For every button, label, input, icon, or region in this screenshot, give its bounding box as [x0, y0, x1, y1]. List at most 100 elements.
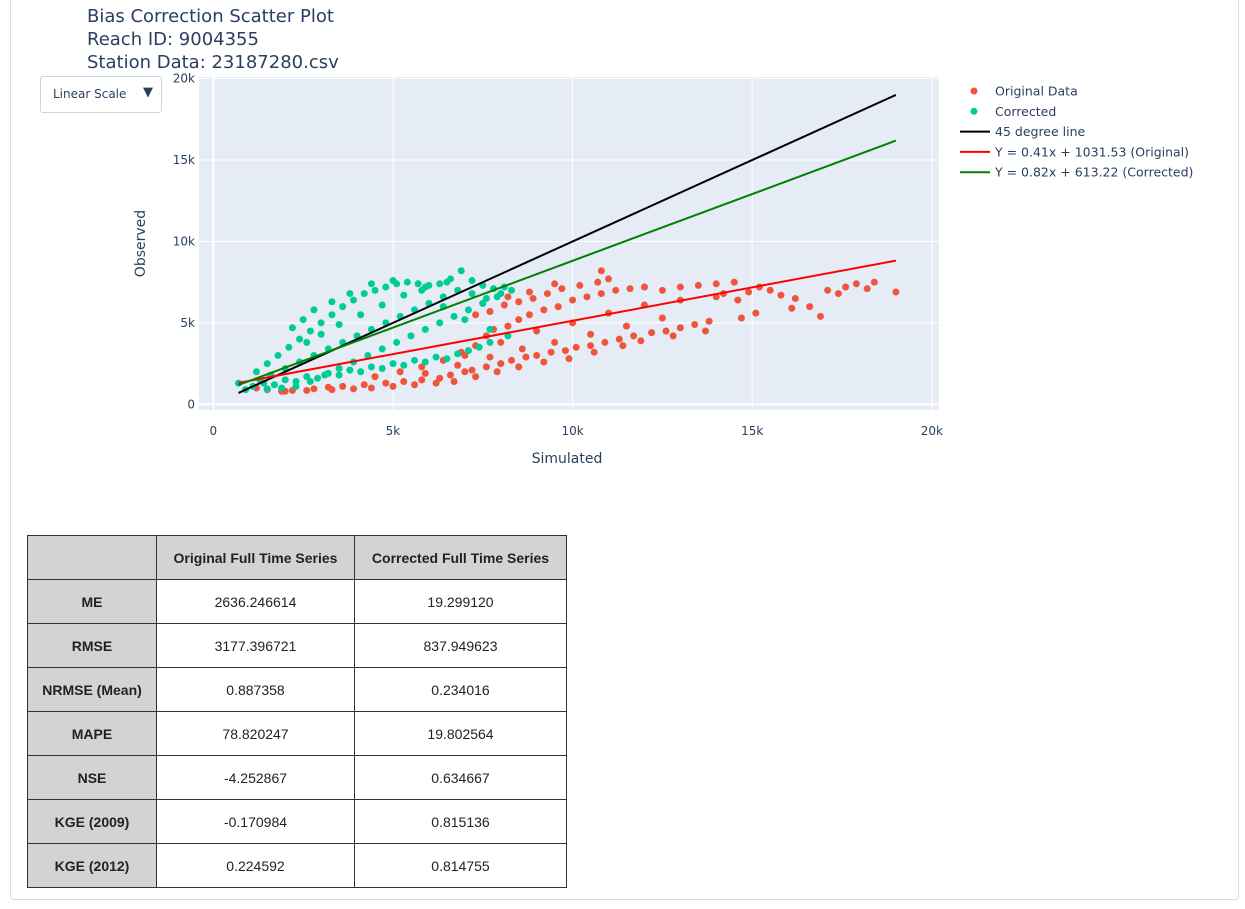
- corrected-data-point: [306, 378, 314, 386]
- corrected-data-point: [389, 277, 397, 285]
- corrected-data-point: [360, 290, 368, 298]
- x-tick-label: 20k: [921, 424, 943, 438]
- original-data-point: [777, 291, 785, 299]
- original-data-point: [669, 332, 677, 340]
- corrected-data-point: [281, 376, 289, 384]
- original-data-point: [418, 363, 426, 371]
- plot-title-line-1: Bias Correction Scatter Plot: [87, 6, 334, 27]
- original-value: 0.887358: [156, 667, 355, 712]
- corrected-data-point: [475, 343, 483, 351]
- original-data-point: [518, 345, 526, 353]
- x-tick-label: 15k: [741, 424, 763, 438]
- corrected-data-point: [479, 299, 487, 307]
- original-data-point: [597, 267, 605, 275]
- original-data-point: [630, 332, 638, 340]
- legend-marker: [970, 87, 978, 95]
- original-data-point: [504, 293, 512, 301]
- x-tick-label: 10k: [561, 424, 583, 438]
- original-data-point: [389, 382, 397, 390]
- original-data-point: [806, 303, 814, 311]
- corrected-data-point: [403, 278, 411, 286]
- corrected-data-point: [450, 312, 458, 320]
- table-row: MAPE 78.820247 19.802564: [27, 711, 567, 756]
- original-data-point: [824, 286, 832, 294]
- original-data-point: [349, 385, 357, 393]
- corrected-value: 0.814755: [354, 843, 567, 888]
- original-data-point: [615, 335, 623, 343]
- original-data-point: [730, 278, 738, 286]
- fit-line-corrected: [238, 139, 897, 386]
- corrected-data-point: [432, 353, 440, 361]
- original-data-point: [892, 288, 900, 296]
- original-data-point: [382, 379, 390, 387]
- original-data-point: [371, 373, 379, 381]
- corrected-data-point: [371, 286, 379, 294]
- original-data-point: [658, 314, 666, 322]
- original-data-point: [418, 376, 426, 384]
- original-data-point: [454, 361, 462, 369]
- y-tick-label: 5k: [180, 316, 195, 330]
- corrected-data-point: [508, 286, 516, 294]
- panel-frame: [10, 0, 1239, 900]
- corrected-data-point: [464, 306, 472, 314]
- original-data-point: [525, 311, 533, 319]
- original-data-point: [396, 368, 404, 376]
- corrected-data-point: [296, 335, 304, 343]
- corrected-data-point: [504, 332, 512, 340]
- plot-title: Bias Correction Scatter Plot Reach ID: 9…: [87, 5, 339, 74]
- corrected-value: 837.949623: [354, 623, 567, 668]
- x-axis-title: Simulated: [532, 451, 603, 467]
- y-tick-label: 0: [187, 397, 195, 411]
- original-data-point: [734, 296, 742, 304]
- original-value: 0.224592: [156, 843, 355, 888]
- original-data-point: [587, 330, 595, 338]
- corrected-data-point: [303, 338, 311, 346]
- original-data-point: [561, 347, 569, 355]
- legend-label: Original Data: [995, 84, 1078, 99]
- original-data-point: [601, 338, 609, 346]
- corrected-data-point: [306, 327, 314, 335]
- scale-dropdown-label: Linear Scale: [53, 87, 127, 101]
- corrected-data-point: [382, 283, 390, 291]
- scatter-chart: 0 5k 10k 15k 20k 0 5k 10k 15k 20k Simulated Observe…: [133, 72, 1193, 467]
- original-data-point: [648, 329, 656, 337]
- original-data-point: [619, 342, 627, 350]
- corrected-data-point: [357, 311, 365, 319]
- corrected-data-point: [317, 330, 325, 338]
- original-data-point: [565, 355, 573, 363]
- table-row: KGE (2009) -0.170984 0.815136: [27, 799, 567, 844]
- legend-marker: [970, 107, 978, 115]
- metrics-table: Original Full Time Series Corrected Full…: [27, 535, 567, 888]
- corrected-data-point: [486, 338, 494, 346]
- original-data-point: [640, 283, 648, 291]
- original-data-point: [597, 290, 605, 298]
- corrected-data-point: [468, 290, 476, 298]
- original-data-point: [360, 381, 368, 389]
- corrected-data-point: [400, 291, 408, 299]
- corrected-data-point: [270, 381, 278, 389]
- scale-dropdown[interactable]: Linear Scale ▼: [40, 76, 162, 113]
- original-value: 78.820247: [156, 711, 355, 756]
- original-data-point: [554, 303, 562, 311]
- corrected-data-point: [278, 384, 286, 392]
- corrected-data-point: [288, 324, 296, 332]
- original-data-point: [737, 314, 745, 322]
- metric-name: ME: [27, 579, 157, 624]
- corrected-data-point: [400, 361, 408, 369]
- corrected-data-point: [292, 382, 300, 390]
- corrected-data-point: [263, 360, 271, 368]
- metric-name: NSE: [27, 755, 157, 800]
- original-data-point: [533, 351, 541, 359]
- metric-name: KGE (2009): [27, 799, 157, 844]
- corrected-data-point: [421, 283, 429, 291]
- legend-label: Y = 0.82x + 613.22 (Corrected): [994, 165, 1193, 180]
- corrected-data-point: [367, 363, 375, 371]
- original-data-point: [472, 311, 480, 319]
- corrected-data-point: [367, 280, 375, 288]
- original-value: -0.170984: [156, 799, 355, 844]
- corrected-data-point: [349, 296, 357, 304]
- corrected-data-point: [303, 373, 311, 381]
- original-data-point: [400, 378, 408, 386]
- corrected-data-point: [457, 267, 465, 275]
- table-row: KGE (2012) 0.224592 0.814755: [27, 843, 567, 888]
